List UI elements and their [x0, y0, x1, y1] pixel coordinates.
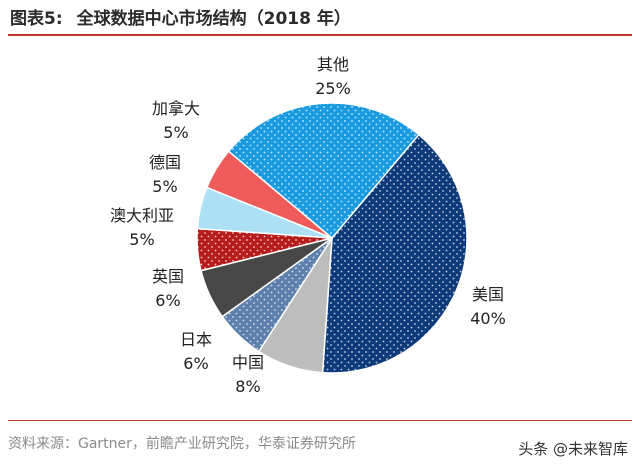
- slice-label-8: 其他: [317, 55, 349, 74]
- title-divider: [8, 34, 632, 36]
- slice-label-1: 美国: [472, 285, 504, 304]
- slice-value-label-8: 25%: [315, 79, 351, 98]
- pie-slice-pattern-8: [228, 102, 419, 238]
- watermark: 头条 @未来智库: [518, 440, 628, 458]
- slice-value-label-4: 6%: [155, 291, 180, 310]
- pie-slice-pattern-3: [222, 238, 332, 352]
- chart-title: 图表5: 全球数据中心市场结构（2018 年）: [10, 4, 351, 29]
- slice-label-6: 德国: [149, 153, 181, 172]
- figure-title: 全球数据中心市场结构（2018 年）: [76, 9, 351, 29]
- pie-slice-pattern-1: [322, 134, 468, 373]
- slice-label-5: 澳大利亚: [110, 206, 174, 225]
- slice-label-4: 英国: [152, 267, 184, 286]
- pie-labels: 美国 40% 中国 8% 日本 6% 英国 6% 澳大利亚 5% 德国 5% 加拿大 5% 其他 25%: [110, 55, 506, 396]
- slice-value-label-2: 8%: [235, 377, 260, 396]
- source-note: 资料来源：Gartner，前瞻产业研究院，华泰证券研究所: [8, 436, 356, 452]
- footer-divider: [8, 420, 632, 421]
- figure-number: 图表5:: [10, 9, 63, 29]
- slice-value-label-6: 5%: [152, 177, 177, 196]
- slice-value-label-3: 6%: [183, 354, 208, 373]
- pie-slices: [196, 102, 468, 374]
- slice-label-3: 日本: [180, 330, 212, 349]
- slice-label-7: 加拿大: [152, 99, 200, 118]
- slice-value-label-1: 40%: [470, 309, 506, 328]
- slice-value-label-5: 5%: [129, 230, 154, 249]
- pie-slice-pattern-5: [197, 228, 332, 271]
- slice-label-2: 中国: [232, 353, 264, 372]
- slice-value-label-7: 5%: [163, 123, 188, 142]
